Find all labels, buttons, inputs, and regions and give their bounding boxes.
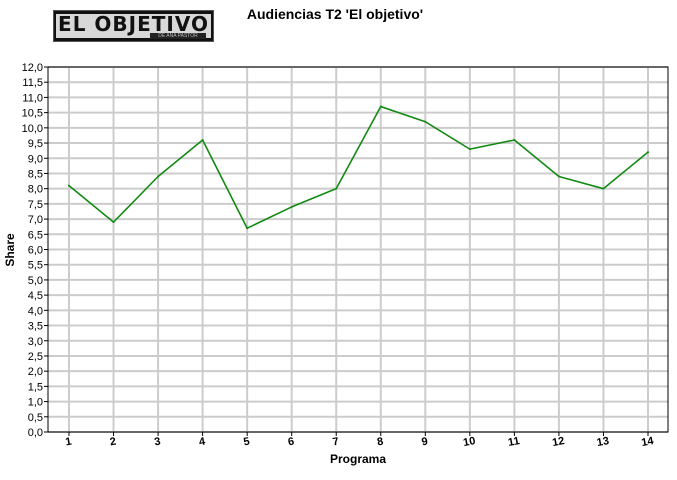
- x-tick-label: 8: [376, 436, 384, 449]
- series-line: [68, 105, 649, 230]
- y-tick-label: 5,5: [28, 260, 43, 272]
- y-tick-label: 10,0: [22, 123, 43, 135]
- y-tick-label: 5,0: [28, 275, 43, 287]
- y-gridlines: [48, 66, 668, 433]
- data-point: [647, 151, 649, 154]
- y-tick-label: 3,0: [28, 336, 43, 348]
- axes: [44, 66, 669, 436]
- y-tick-label: 3,5: [28, 321, 43, 333]
- y-tick-label: 7,0: [28, 214, 43, 226]
- el-objetivo-logo: EL OBJETIVO DE ANA PASTOR: [53, 10, 214, 42]
- y-tick-label: 1,0: [28, 397, 43, 409]
- y-tick-labels: 0,0 0,5 1,0 1,5 2,0 2,5 3,0 3,5 4,0 4,5 5,0 5,5 6,0 6…: [22, 62, 43, 439]
- plot-frame: [47, 66, 669, 433]
- x-tick-label: 3: [153, 436, 161, 449]
- y-tick-label: 2,5: [28, 351, 43, 363]
- x-tick-label: 6: [287, 436, 295, 449]
- y-tick-label: 6,5: [28, 229, 43, 241]
- x-tick-label: 14: [640, 435, 655, 449]
- x-tick-label: 11: [507, 435, 521, 449]
- data-point: [468, 148, 471, 151]
- data-point: [68, 184, 70, 187]
- y-tick-label: 6,0: [28, 245, 43, 257]
- y-tick-label: 10,5: [22, 108, 43, 120]
- y-tick-label: 0,5: [28, 412, 43, 424]
- data-point: [246, 227, 249, 230]
- x-tick-label: 9: [421, 436, 429, 449]
- x-tick-label: 12: [551, 435, 565, 449]
- x-axis-label: Programa: [330, 452, 386, 466]
- data-point: [424, 120, 427, 123]
- x-tick-label: 4: [198, 435, 207, 448]
- y-tick-label: 4,5: [28, 290, 43, 302]
- x-tick-label: 13: [596, 435, 610, 449]
- y-tick-label: 1,5: [28, 381, 43, 393]
- x-tick-label: 1: [64, 436, 72, 449]
- data-point: [112, 221, 115, 224]
- x-tick-label: 5: [243, 436, 251, 449]
- x-gridlines: [68, 67, 649, 432]
- data-point: [557, 175, 560, 178]
- y-tick-label: 2,0: [28, 366, 43, 378]
- x-tick-label: 10: [462, 435, 476, 449]
- data-point: [602, 187, 605, 190]
- x-tick-labels: 1 2 3 4 5 6 7 8 9 10 11 12 13 14: [64, 435, 655, 449]
- y-tick-label: 4,0: [28, 305, 43, 317]
- data-point: [201, 139, 204, 141]
- y-axis-label: Share: [3, 233, 17, 267]
- y-tick-label: 9,0: [28, 153, 43, 165]
- data-point: [290, 205, 293, 208]
- y-tick-label: 11,5: [22, 77, 43, 89]
- y-tick-label: 8,5: [28, 168, 43, 180]
- data-point: [513, 139, 516, 141]
- data-point: [157, 175, 160, 178]
- data-point: [379, 105, 382, 108]
- y-tick-label: 7,5: [28, 199, 43, 211]
- logo-wordmark: EL OBJETIVO: [58, 12, 209, 36]
- y-tick-label: 11,0: [22, 92, 43, 104]
- x-tick-label: 7: [332, 436, 340, 449]
- x-tick-label: 2: [109, 436, 117, 449]
- chart-title: Audiencias T2 'El objetivo': [246, 6, 424, 22]
- logo-tagline: DE ANA PASTOR: [150, 33, 206, 39]
- y-tick-label: 12,0: [22, 62, 43, 74]
- series-share: [68, 105, 649, 230]
- y-tick-label: 8,0: [28, 184, 43, 196]
- y-tick-label: 0,0: [28, 427, 43, 439]
- y-tick-label: 9,5: [28, 138, 43, 150]
- data-point: [335, 187, 338, 190]
